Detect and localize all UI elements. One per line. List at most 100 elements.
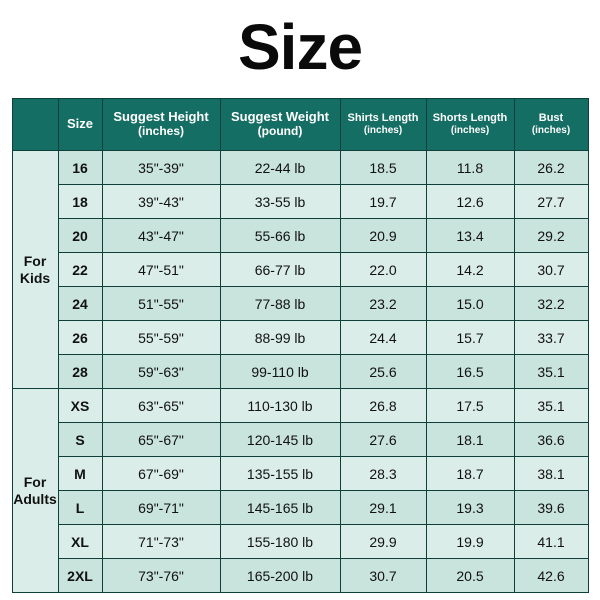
table-cell: 17.5 [426,389,514,423]
table-row: S65"-67"120-145 lb27.618.136.6 [12,423,588,457]
table-cell: 33-55 lb [220,185,340,219]
table-cell: 27.6 [340,423,426,457]
table-row: M67"-69"135-155 lb28.318.738.1 [12,457,588,491]
table-cell: 28.3 [340,457,426,491]
table-cell: 145-165 lb [220,491,340,525]
table-cell: 71"-73" [102,525,220,559]
table-cell: 26 [58,321,102,355]
table-cell: L [58,491,102,525]
table-cell: 88-99 lb [220,321,340,355]
table-cell: 77-88 lb [220,287,340,321]
table-cell: 29.9 [340,525,426,559]
table-cell: 43"-47" [102,219,220,253]
table-cell: 29.2 [514,219,588,253]
table-row: 2451"-55"77-88 lb23.215.032.2 [12,287,588,321]
table-cell: 11.8 [426,151,514,185]
page-title: Size [238,10,362,84]
table-header: Size Suggest Height(inches) Suggest Weig… [12,99,588,151]
table-cell: M [58,457,102,491]
col-size: Size [58,99,102,151]
table-cell: S [58,423,102,457]
table-cell: 110-130 lb [220,389,340,423]
table-cell: 32.2 [514,287,588,321]
table-cell: 20.9 [340,219,426,253]
table-cell: 36.6 [514,423,588,457]
table-cell: 55"-59" [102,321,220,355]
table-row: 2043"-47"55-66 lb20.913.429.2 [12,219,588,253]
table-cell: 73"-76" [102,559,220,593]
table-row: 2655"-59"88-99 lb24.415.733.7 [12,321,588,355]
table-cell: 30.7 [340,559,426,593]
table-cell: 22-44 lb [220,151,340,185]
table-cell: 20 [58,219,102,253]
table-cell: 41.1 [514,525,588,559]
col-shirts: Shirts Length(inches) [340,99,426,151]
row-group-label: ForAdults [12,389,58,593]
table-row: ForAdultsXS63"-65"110-130 lb26.817.535.1 [12,389,588,423]
table-cell: 26.8 [340,389,426,423]
table-cell: 39.6 [514,491,588,525]
table-cell: 22 [58,253,102,287]
table-cell: 18.1 [426,423,514,457]
table-cell: 28 [58,355,102,389]
table-cell: 42.6 [514,559,588,593]
col-group [12,99,58,151]
col-weight: Suggest Weight(pound) [220,99,340,151]
table-cell: 155-180 lb [220,525,340,559]
table-cell: 22.0 [340,253,426,287]
table-cell: 2XL [58,559,102,593]
table-cell: 25.6 [340,355,426,389]
table-cell: 12.6 [426,185,514,219]
table-cell: 65"-67" [102,423,220,457]
table-row: 1839"-43"33-55 lb19.712.627.7 [12,185,588,219]
table-cell: 135-155 lb [220,457,340,491]
table-cell: 24 [58,287,102,321]
table-cell: 26.2 [514,151,588,185]
table-cell: 18.7 [426,457,514,491]
table-cell: 29.1 [340,491,426,525]
table-cell: 30.7 [514,253,588,287]
table-cell: 63"-65" [102,389,220,423]
table-row: XL71"-73"155-180 lb29.919.941.1 [12,525,588,559]
table-cell: 39"-43" [102,185,220,219]
col-bust: Bust(inches) [514,99,588,151]
table-cell: 15.7 [426,321,514,355]
table-cell: 51"-55" [102,287,220,321]
table-cell: 13.4 [426,219,514,253]
table-body: ForKids1635"-39"22-44 lb18.511.826.21839… [12,151,588,593]
table-cell: 35.1 [514,355,588,389]
table-cell: 69"-71" [102,491,220,525]
row-group-label: ForKids [12,151,58,389]
table-row: 2247"-51"66-77 lb22.014.230.7 [12,253,588,287]
table-cell: 19.9 [426,525,514,559]
table-row: ForKids1635"-39"22-44 lb18.511.826.2 [12,151,588,185]
table-row: 2XL73"-76"165-200 lb30.720.542.6 [12,559,588,593]
table-cell: 18 [58,185,102,219]
table-cell: 19.3 [426,491,514,525]
col-shorts: Shorts Length(inches) [426,99,514,151]
table-cell: 67"-69" [102,457,220,491]
table-cell: 18.5 [340,151,426,185]
table-cell: 16.5 [426,355,514,389]
table-cell: 15.0 [426,287,514,321]
table-cell: 47"-51" [102,253,220,287]
table-row: 2859"-63"99-110 lb25.616.535.1 [12,355,588,389]
table-cell: 33.7 [514,321,588,355]
table-cell: 59"-63" [102,355,220,389]
table-cell: 99-110 lb [220,355,340,389]
table-cell: 27.7 [514,185,588,219]
table-cell: 55-66 lb [220,219,340,253]
table-cell: XL [58,525,102,559]
col-height: Suggest Height(inches) [102,99,220,151]
size-chart-table: Size Suggest Height(inches) Suggest Weig… [12,98,589,593]
table-cell: 20.5 [426,559,514,593]
table-cell: XS [58,389,102,423]
table-cell: 35.1 [514,389,588,423]
table-cell: 19.7 [340,185,426,219]
table-cell: 16 [58,151,102,185]
table-row: L69"-71"145-165 lb29.119.339.6 [12,491,588,525]
table-cell: 35"-39" [102,151,220,185]
table-cell: 38.1 [514,457,588,491]
table-cell: 24.4 [340,321,426,355]
table-cell: 23.2 [340,287,426,321]
